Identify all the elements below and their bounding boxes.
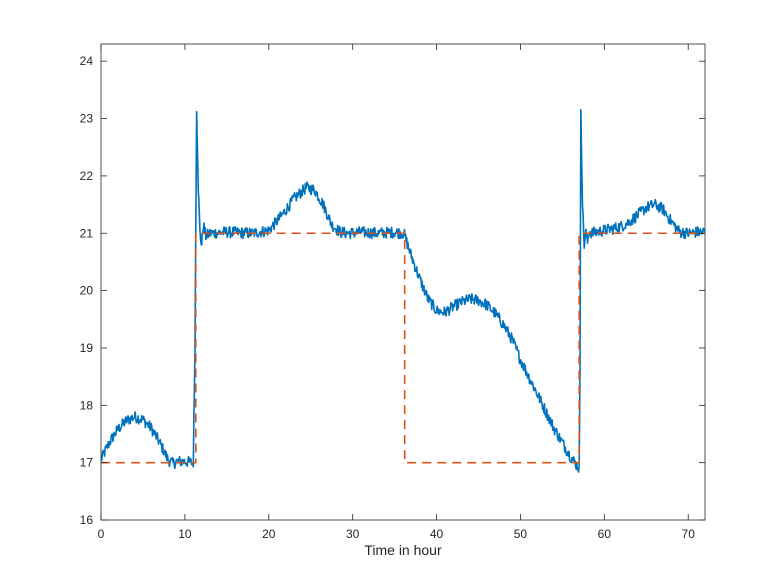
y-tick-label: 16: [80, 513, 94, 527]
y-tick-label: 22: [80, 169, 94, 183]
y-tick-label: 24: [80, 54, 94, 68]
plot-area: [100, 43, 706, 521]
x-tick-label: 60: [598, 527, 612, 541]
x-tick-label: 20: [262, 527, 276, 541]
y-tick-label: 19: [80, 341, 94, 355]
measured-temperature-line: [101, 108, 705, 473]
x-tick-label: 40: [430, 527, 444, 541]
y-tick-label: 21: [80, 226, 94, 240]
setpoint-dashed-line: [101, 232, 705, 464]
y-tick-label: 18: [80, 398, 94, 412]
x-axis-label: Time in hour: [364, 542, 442, 558]
y-tick-label: 20: [80, 284, 94, 298]
x-tick-label: 50: [514, 527, 528, 541]
y-axis-ticks: 16 17 18 19 20 21 22 23 24: [80, 54, 705, 527]
x-axis-ticks: 0 10 20 30 40 50 60 70: [98, 44, 696, 541]
x-tick-label: 10: [178, 527, 192, 541]
x-tick-label: 70: [682, 527, 696, 541]
y-tick-label: 17: [80, 456, 94, 470]
x-tick-label: 0: [98, 527, 105, 541]
series-layer: [101, 108, 705, 473]
x-tick-label: 30: [346, 527, 360, 541]
y-tick-label: 23: [80, 112, 94, 126]
